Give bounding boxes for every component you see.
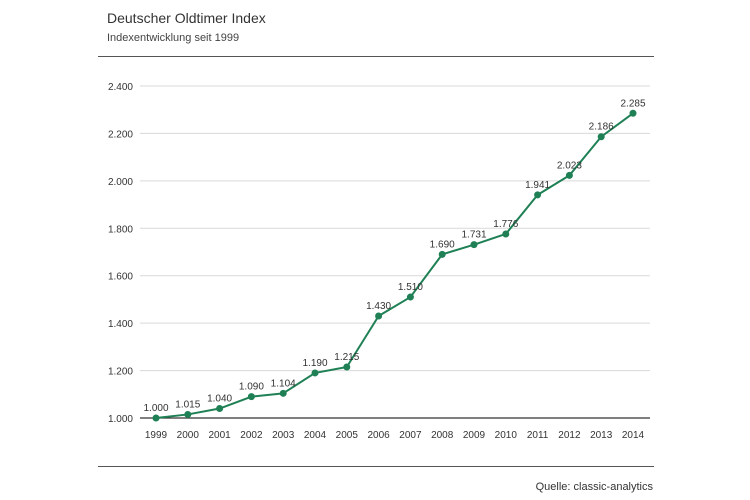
y-tick-label: 2.000	[108, 177, 133, 188]
y-tick-label: 1.800	[108, 224, 133, 235]
data-points	[152, 109, 637, 422]
y-tick-label: 1.000	[108, 414, 133, 425]
x-tick-label: 2000	[177, 430, 200, 441]
series-line	[155, 112, 634, 419]
data-point	[216, 405, 224, 413]
data-point	[375, 312, 383, 320]
data-label: 2.186	[589, 122, 614, 133]
x-tick-label: 2001	[208, 430, 231, 441]
data-label: 1.690	[430, 239, 455, 250]
data-label: 1.731	[461, 230, 486, 241]
data-label: 1.040	[207, 394, 232, 405]
x-tick-label: 2005	[336, 430, 359, 441]
data-label: 2.285	[620, 98, 645, 109]
x-tick-label: 2003	[272, 430, 295, 441]
x-tick-label: 2006	[367, 430, 390, 441]
data-point	[565, 171, 573, 179]
data-label: 1.090	[239, 382, 264, 393]
data-label: 1.000	[143, 403, 168, 414]
data-label: 1.190	[302, 358, 327, 369]
x-tick-label: 2008	[431, 430, 454, 441]
gridlines	[140, 85, 650, 419]
data-point	[629, 109, 637, 117]
x-tick-label: 2004	[304, 430, 327, 441]
chart-subtitle: Indexentwicklung seit 1999	[107, 32, 240, 44]
x-axis-ticks: 1999 2000 2001 2002 2003 2004 2005 2006 2007 2008…	[145, 430, 645, 441]
source-note: Quelle: classic-analytics	[535, 481, 653, 493]
data-point	[597, 133, 605, 141]
x-tick-label: 2012	[558, 430, 581, 441]
data-label: 2.023	[557, 160, 582, 171]
x-tick-label: 2007	[399, 430, 422, 441]
data-label: 1.510	[398, 282, 423, 293]
data-point	[406, 293, 414, 301]
data-label: 1.215	[334, 352, 359, 363]
y-tick-label: 1.600	[108, 272, 133, 283]
data-point	[502, 230, 510, 238]
data-point	[247, 393, 255, 401]
y-tick-label: 1.200	[108, 367, 133, 378]
chart-title: Deutscher Oldtimer Index	[107, 10, 266, 26]
y-tick-label: 2.400	[108, 82, 133, 93]
x-tick-label: 2011	[527, 430, 549, 441]
data-point	[279, 389, 287, 397]
data-label: 1.941	[525, 180, 550, 191]
data-label: 1.104	[271, 378, 296, 389]
data-label: 1.015	[175, 399, 200, 410]
data-point	[311, 369, 319, 377]
y-axis-ticks: 1.000 1.200 1.400 1.600 1.800 2.000 2.200 2.400	[108, 82, 133, 425]
data-label: 1.776	[493, 219, 518, 230]
x-tick-label: 2014	[622, 430, 645, 441]
data-point	[184, 410, 192, 418]
data-point	[470, 241, 478, 249]
x-tick-label: 2002	[240, 430, 263, 441]
y-tick-label: 2.200	[108, 129, 133, 140]
x-tick-label: 1999	[145, 430, 168, 441]
data-label: 1.430	[366, 301, 391, 312]
x-tick-label: 2010	[495, 430, 518, 441]
x-tick-label: 2009	[463, 430, 486, 441]
index-line	[155, 112, 634, 419]
data-labels: 1.000 1.015 1.040 1.090 1.104 1.190 1.215 1.430…	[143, 98, 645, 414]
data-point	[152, 414, 160, 422]
y-tick-label: 1.400	[108, 319, 133, 330]
data-point	[438, 250, 446, 258]
bottom-rule	[98, 466, 654, 467]
x-tick-label: 2013	[590, 430, 613, 441]
top-rule	[98, 56, 654, 57]
data-point	[343, 363, 351, 371]
data-point	[534, 191, 542, 199]
